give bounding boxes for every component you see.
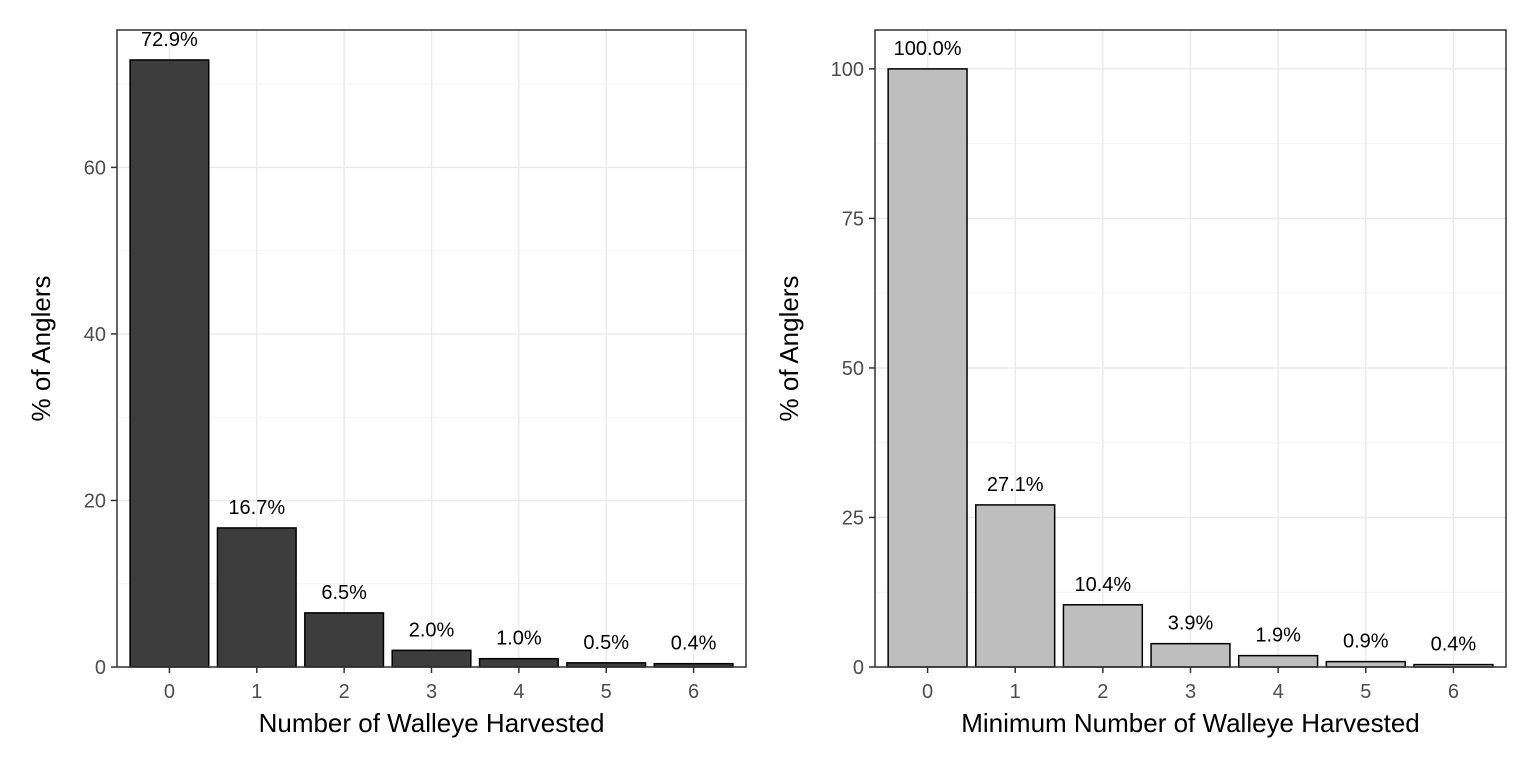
right-panel-x-axis: 0 1 2 3 4 5 6 — [922, 667, 1459, 703]
left-panel-bars — [129, 59, 734, 668]
right-panel-gridlines — [875, 30, 1506, 668]
y-tick-label: 75 — [842, 208, 864, 230]
data-label-4: 1.9% — [1255, 625, 1301, 647]
x-tick-label: 6 — [1448, 681, 1459, 703]
y-tick-label: 0 — [95, 657, 106, 679]
right-panel-x-axis-title: Minimum Number of Walleye Harvested — [961, 708, 1420, 738]
left-panel-x-axis-title: Number of Walleye Harvested — [259, 708, 605, 738]
x-tick-label: 6 — [688, 681, 699, 703]
data-label-6: 0.4% — [671, 633, 717, 655]
right-panel-data-labels: 100.0% 27.1% 10.4% 3.9% 1.9% 0.9% 0.4% — [894, 38, 1477, 656]
x-tick-label: 3 — [426, 681, 437, 703]
left-panel-y-axis-title: % of Anglers — [26, 276, 56, 422]
bar-4 — [478, 657, 559, 668]
x-tick-label: 4 — [1273, 681, 1284, 703]
bar-2 — [1062, 604, 1144, 668]
y-tick-label: 0 — [853, 657, 864, 679]
left-panel-y-axis: 0 20 40 60 — [84, 157, 117, 679]
data-label-2: 10.4% — [1075, 574, 1132, 596]
y-tick-label: 20 — [84, 490, 106, 512]
left-panel-gridlines — [117, 30, 746, 668]
bar-0 — [887, 68, 968, 668]
right-panel-y-axis-title: % of Anglers — [774, 276, 804, 422]
bar-3 — [391, 649, 472, 668]
bar-3 — [1150, 642, 1231, 668]
data-label-5: 0.5% — [583, 632, 629, 654]
x-tick-label: 1 — [1010, 681, 1021, 703]
x-tick-label: 5 — [1360, 681, 1371, 703]
bar-2 — [304, 612, 385, 668]
bar-5 — [1325, 660, 1406, 668]
bar-1 — [975, 504, 1056, 668]
left-panel-x-axis: 0 1 2 3 4 5 6 — [164, 667, 699, 703]
y-tick-label: 100 — [831, 59, 864, 81]
data-label-2: 6.5% — [321, 582, 367, 604]
data-label-3: 3.9% — [1168, 613, 1214, 635]
data-label-3: 2.0% — [409, 619, 455, 641]
right-panel-chart: 100.0%27.1%10.4%3.9%1.9% 0.9% 0.4% 0255075… — [774, 29, 1507, 738]
y-tick-label: 60 — [84, 157, 106, 179]
data-label-1: 16.7% — [228, 497, 285, 519]
data-label-4: 1.0% — [496, 628, 542, 650]
y-tick-label: 40 — [84, 324, 106, 346]
right-panel-y-axis: 0 25 50 75 100 — [831, 59, 875, 679]
data-label-1: 27.1% — [987, 474, 1044, 496]
x-tick-label: 0 — [922, 681, 933, 703]
bar-0 — [129, 59, 210, 668]
x-tick-label: 2 — [339, 681, 350, 703]
x-tick-label: 1 — [251, 681, 262, 703]
x-tick-label: 4 — [513, 681, 524, 703]
x-tick-label: 3 — [1185, 681, 1196, 703]
x-tick-label: 5 — [601, 681, 612, 703]
right-panel-bars — [887, 68, 1494, 668]
x-tick-label: 0 — [164, 681, 175, 703]
data-label-5: 0.9% — [1343, 631, 1389, 653]
bar-4 — [1237, 654, 1319, 668]
bar-1 — [216, 527, 297, 668]
y-tick-label: 50 — [842, 358, 864, 380]
y-tick-label: 25 — [842, 507, 864, 529]
data-label-0: 100.0% — [894, 38, 962, 60]
data-label-0: 72.9% — [141, 29, 198, 51]
left-panel-data-labels: 72.9% 16.7% 6.5% 2.0% 1.0% 0.5% 0.4% — [141, 29, 717, 655]
data-label-6: 0.4% — [1431, 634, 1477, 656]
x-tick-label: 2 — [1097, 681, 1108, 703]
